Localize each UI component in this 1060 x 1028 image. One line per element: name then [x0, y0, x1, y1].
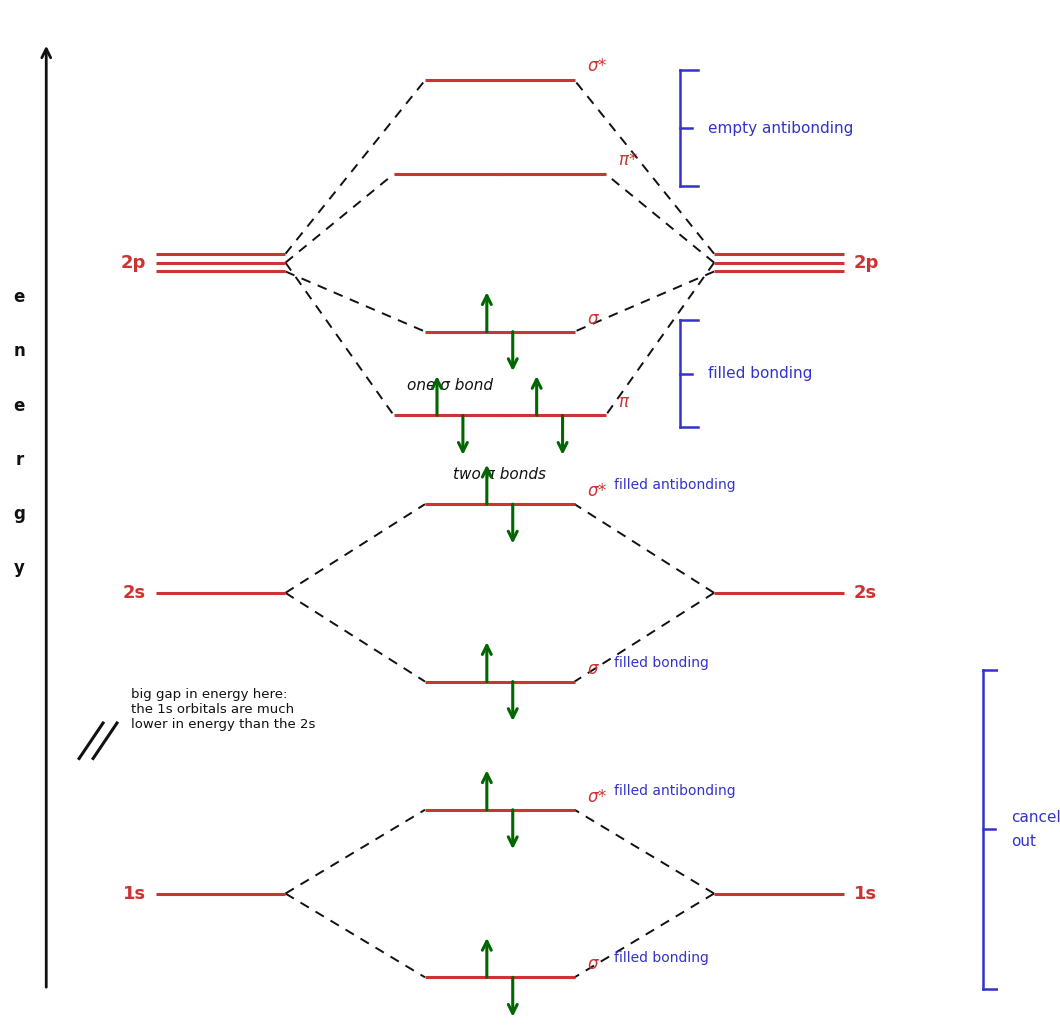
Text: n: n [14, 342, 25, 361]
Text: filled bonding: filled bonding [615, 952, 709, 965]
Text: 2p: 2p [853, 254, 879, 271]
Text: filled antibonding: filled antibonding [615, 784, 736, 798]
Text: out: out [1011, 835, 1036, 849]
Text: e: e [14, 288, 25, 306]
Text: 1s: 1s [853, 884, 877, 903]
Text: $\sigma$: $\sigma$ [586, 660, 600, 677]
Text: filled bonding: filled bonding [615, 656, 709, 670]
Text: big gap in energy here:
the 1s orbitals are much
lower in energy than the 2s: big gap in energy here: the 1s orbitals … [131, 688, 315, 731]
Text: one σ bond: one σ bond [407, 378, 493, 394]
Text: $\pi$*: $\pi$* [618, 151, 637, 169]
Text: y: y [14, 559, 24, 577]
Text: $\sigma$*: $\sigma$* [586, 58, 607, 75]
Text: cancel: cancel [1011, 809, 1060, 824]
Text: two π bonds: two π bonds [454, 467, 546, 482]
Text: 2s: 2s [123, 584, 146, 601]
Text: 2s: 2s [853, 584, 877, 601]
Text: $\sigma$: $\sigma$ [586, 309, 600, 328]
Text: 2p: 2p [121, 254, 146, 271]
Text: $\sigma$*: $\sigma$* [586, 482, 607, 501]
Text: filled antibonding: filled antibonding [615, 478, 736, 492]
Text: $\sigma$*: $\sigma$* [586, 787, 607, 806]
Text: $\sigma$: $\sigma$ [586, 955, 600, 974]
Text: $\pi$: $\pi$ [618, 394, 630, 411]
Text: 1s: 1s [123, 884, 146, 903]
Text: empty antibonding: empty antibonding [708, 120, 853, 136]
Text: e: e [14, 397, 25, 414]
Text: r: r [15, 451, 23, 469]
Text: g: g [14, 505, 25, 523]
Text: filled bonding: filled bonding [708, 366, 813, 381]
